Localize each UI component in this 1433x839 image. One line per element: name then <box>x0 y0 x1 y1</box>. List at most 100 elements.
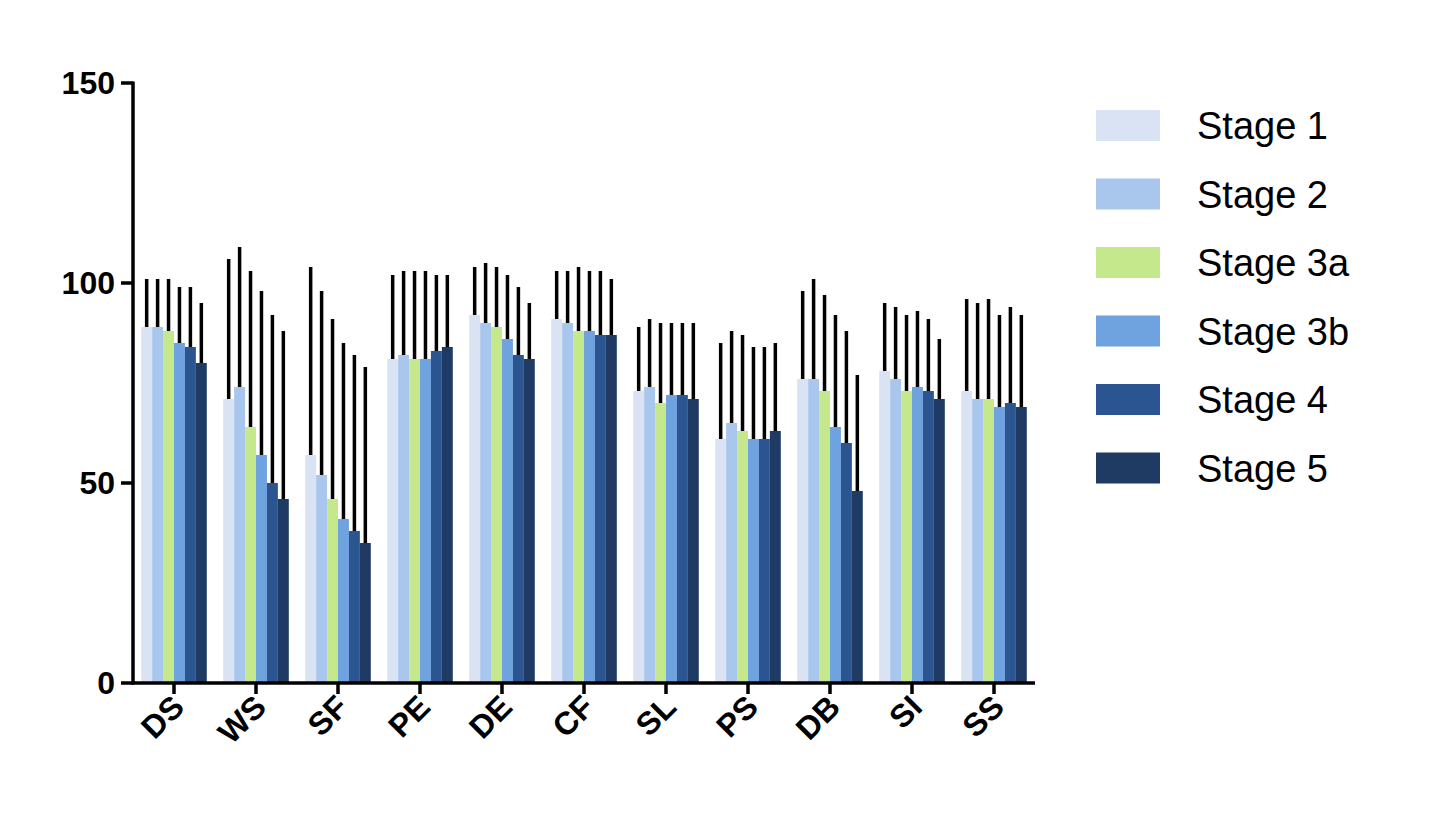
error-bar <box>905 315 909 391</box>
error-bar <box>402 271 406 355</box>
bar <box>234 387 245 683</box>
error-bar <box>528 303 532 359</box>
legend-label: Stage 4 <box>1197 379 1328 421</box>
legend-label: Stage 2 <box>1197 174 1328 216</box>
bar <box>398 355 409 683</box>
error-bar <box>856 375 860 491</box>
bar <box>1016 407 1027 683</box>
x-tick <box>828 683 832 694</box>
error-bar <box>320 291 324 475</box>
error-bar <box>681 323 685 395</box>
bar <box>223 399 234 683</box>
bar <box>666 395 677 683</box>
x-tick-label: SI <box>882 688 929 735</box>
bar <box>890 379 901 683</box>
series <box>185 271 1016 683</box>
y-tick-label: 0 <box>97 665 115 701</box>
bar <box>688 399 699 683</box>
bar <box>163 331 174 683</box>
bar <box>901 391 912 683</box>
error-bar <box>648 319 652 387</box>
legend-swatch <box>1096 453 1160 484</box>
error-bar <box>495 267 499 327</box>
bar <box>141 327 152 683</box>
chart: 050100150DSWSSFPEDECFSLPSDBSISSStage 1St… <box>0 0 1433 839</box>
bar <box>759 439 770 683</box>
bar <box>469 315 480 683</box>
error-bar <box>555 271 559 319</box>
bar <box>1005 403 1016 683</box>
error-bar <box>719 343 723 439</box>
error-bar <box>238 247 242 387</box>
bar <box>420 359 431 683</box>
bar <box>934 399 945 683</box>
error-bar <box>752 347 756 439</box>
error-bar <box>801 291 805 379</box>
error-bar <box>763 347 767 439</box>
legend-label: Stage 5 <box>1197 448 1328 490</box>
x-tick <box>254 683 258 694</box>
y-tick <box>121 481 133 485</box>
bar <box>573 331 584 683</box>
bar <box>185 347 196 683</box>
error-bar <box>424 271 428 359</box>
bar <box>409 359 420 683</box>
legend-swatch <box>1096 179 1160 210</box>
bar <box>584 331 595 683</box>
bar <box>852 491 863 683</box>
plot-area <box>141 247 1027 683</box>
error-bar <box>484 263 488 323</box>
error-bar <box>659 323 663 403</box>
x-tick-label: DS <box>134 688 191 745</box>
error-bar <box>353 355 357 531</box>
error-bar <box>446 275 450 347</box>
bar <box>961 391 972 683</box>
error-bar <box>566 271 570 323</box>
bar <box>737 431 748 683</box>
error-bar <box>834 315 838 427</box>
bar <box>644 387 655 683</box>
legend-label: Stage 1 <box>1197 105 1328 147</box>
x-tick-label: SL <box>629 688 683 742</box>
bar <box>502 339 513 683</box>
error-bar <box>730 331 734 423</box>
y-tick <box>121 681 133 685</box>
x-tick <box>418 683 422 694</box>
bar <box>267 483 278 683</box>
error-bar <box>965 299 969 391</box>
error-bar <box>145 279 149 327</box>
error-bar <box>391 275 395 359</box>
series <box>174 271 1005 683</box>
x-tick-label: DE <box>462 688 519 745</box>
error-bar <box>271 315 275 483</box>
error-bar <box>577 267 581 331</box>
x-tick <box>500 683 504 694</box>
legend: Stage 1Stage 2Stage 3aStage 3bStage 4Sta… <box>1096 105 1350 490</box>
error-bar <box>413 271 417 359</box>
error-bar <box>692 323 696 399</box>
bar <box>305 455 316 683</box>
bar <box>633 391 644 683</box>
bar <box>830 427 841 683</box>
x-tick <box>746 683 750 694</box>
legend-swatch <box>1096 110 1160 141</box>
bar <box>338 519 349 683</box>
bar <box>174 343 185 683</box>
error-bar <box>364 367 368 543</box>
series <box>163 267 994 683</box>
bar <box>595 335 606 683</box>
error-bar <box>916 311 920 387</box>
bar <box>994 407 1005 683</box>
bar <box>316 475 327 683</box>
bar <box>715 439 726 683</box>
error-bar <box>342 343 346 519</box>
error-bar <box>599 271 603 335</box>
bar <box>912 387 923 683</box>
error-bar <box>282 331 286 499</box>
x-tick-label: SF <box>301 688 355 742</box>
x-tick <box>582 683 586 694</box>
error-bar <box>845 331 849 443</box>
bar <box>245 427 256 683</box>
bar <box>655 403 666 683</box>
error-bar <box>927 319 931 391</box>
